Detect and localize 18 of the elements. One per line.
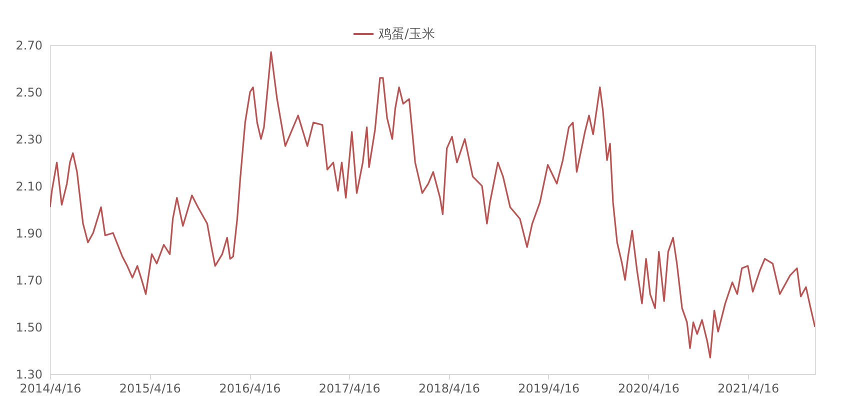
y-tick-label: 1.90 xyxy=(16,226,42,240)
y-tick-label: 1.70 xyxy=(16,274,42,288)
y-tick-label: 1.50 xyxy=(16,320,42,334)
x-tick-label: 2020/4/16 xyxy=(618,382,680,396)
x-tick-label: 2018/4/16 xyxy=(418,382,480,396)
legend-label: 鸡蛋/玉米 xyxy=(378,27,435,42)
x-tick-label: 2017/4/16 xyxy=(318,382,380,396)
x-tick-label: 2015/4/16 xyxy=(119,382,181,396)
x-tick-label: 2019/4/16 xyxy=(518,382,580,396)
x-tick-label: 2016/4/16 xyxy=(219,382,281,396)
y-tick-label: 2.10 xyxy=(16,180,42,194)
x-tick-label: 2014/4/16 xyxy=(20,382,82,396)
y-tick-label: 1.30 xyxy=(16,368,42,382)
x-tick-label: 2021/4/16 xyxy=(718,382,780,396)
y-tick-label: 2.70 xyxy=(16,38,42,52)
y-tick-label: 2.30 xyxy=(16,132,42,146)
y-tick-label: 2.50 xyxy=(16,86,42,100)
line-series xyxy=(50,51,815,358)
